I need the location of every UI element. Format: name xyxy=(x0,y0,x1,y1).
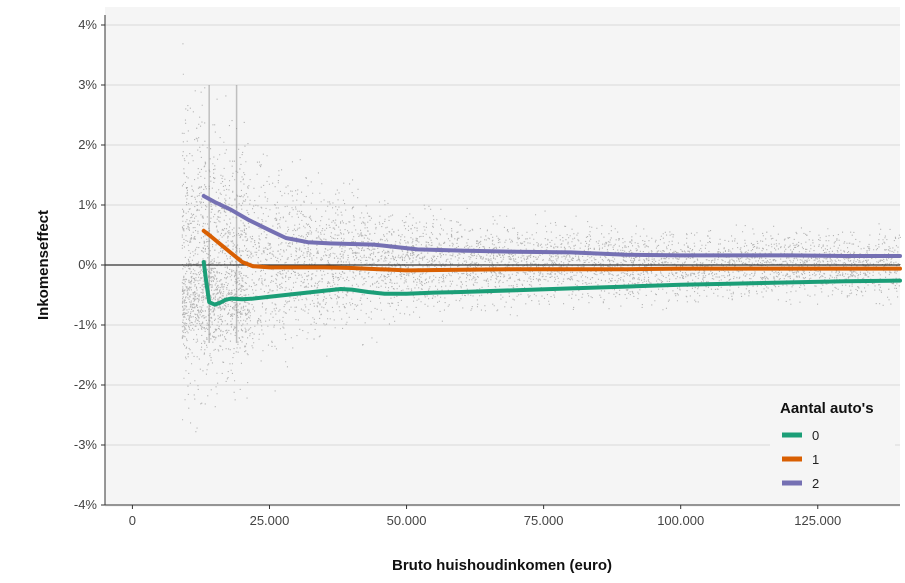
axes xyxy=(104,15,900,506)
x-tick-label: 100.000 xyxy=(657,513,704,528)
x-axis-ticks: 0 25.000 50.000 75.000 100.000 125.000 xyxy=(129,505,841,528)
series-line-0 xyxy=(201,260,902,307)
series-line-2 xyxy=(201,194,902,258)
x-tick-label: 25.000 xyxy=(250,513,290,528)
y-tick-label: -4% xyxy=(74,497,98,512)
legend-label-2: 2 xyxy=(812,476,819,491)
legend-label-1: 1 xyxy=(812,452,819,467)
legend-label-0: 0 xyxy=(812,428,819,443)
y-tick-label: -1% xyxy=(74,317,98,332)
y-tick-label: -3% xyxy=(74,437,98,452)
y-tick-label: 3% xyxy=(78,77,97,92)
series-lines xyxy=(201,194,902,307)
y-tick-label: 2% xyxy=(78,137,97,152)
y-tick-label: -2% xyxy=(74,377,98,392)
x-axis-title: Bruto huishoudinkomen (euro) xyxy=(392,557,612,574)
y-tick-label: 4% xyxy=(78,17,97,32)
y-tick-label: 0% xyxy=(78,257,97,272)
y-axis-ticks: -4% -3% -2% -1% 0% 1% 2% 3% 4% xyxy=(74,17,105,512)
x-tick-label: 75.000 xyxy=(524,513,564,528)
x-tick-label: 0 xyxy=(129,513,136,528)
y-axis-title: Inkomenseffect xyxy=(35,210,52,320)
x-tick-label: 50.000 xyxy=(387,513,427,528)
x-tick-label: 125.000 xyxy=(794,513,841,528)
legend-title: Aantal auto's xyxy=(780,400,874,417)
series-line-1 xyxy=(201,228,902,273)
y-tick-label: 1% xyxy=(78,197,97,212)
legend: Aantal auto's 0 1 2 xyxy=(770,392,895,502)
